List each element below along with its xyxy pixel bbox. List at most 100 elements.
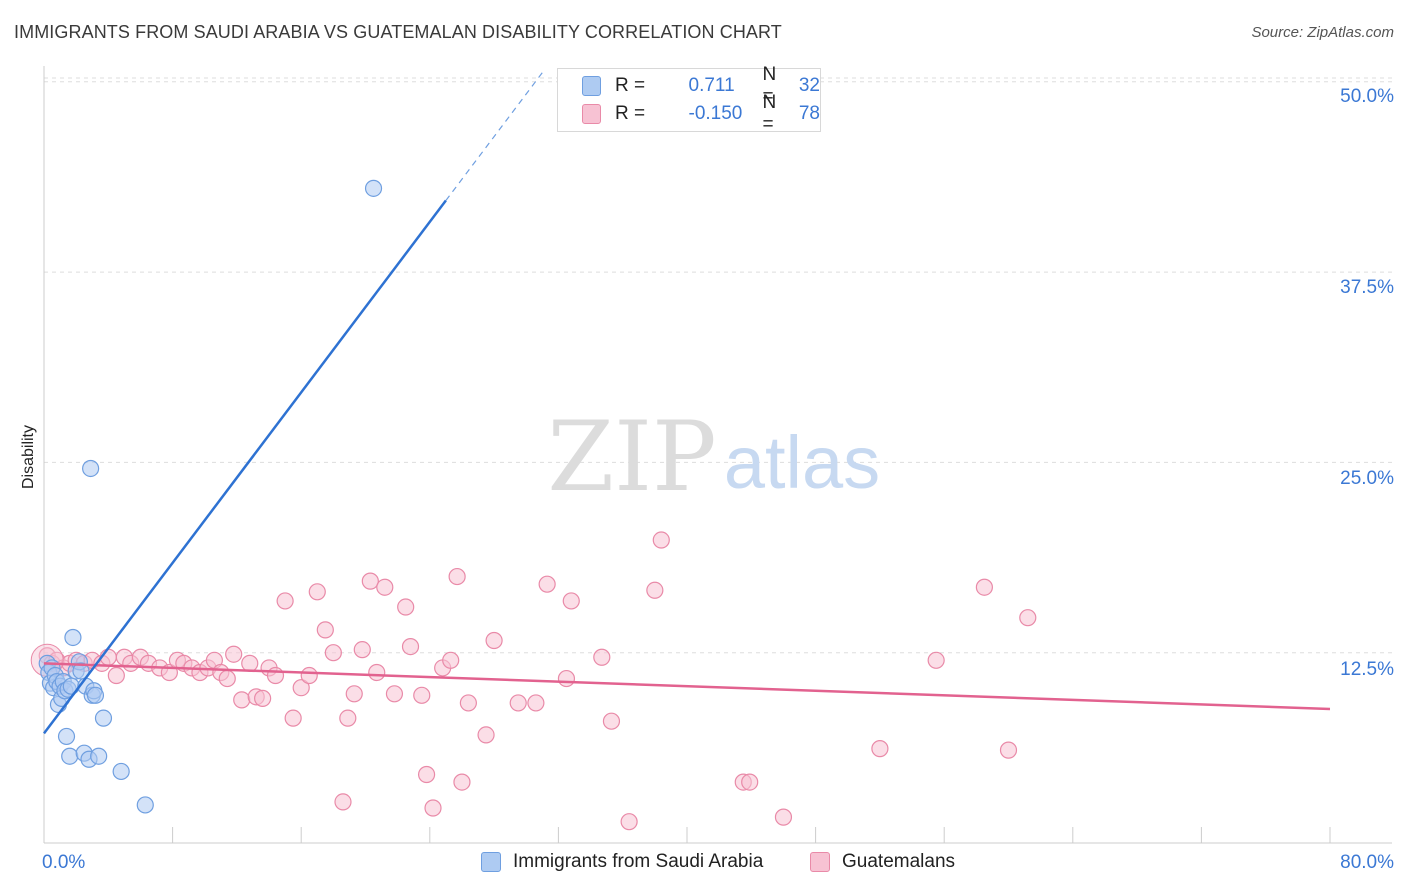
- guatemalans-point: [413, 686, 431, 704]
- saudi-arabia-point: [72, 662, 90, 680]
- guatemalans-point: [401, 638, 420, 656]
- watermark-zip: ZIP: [547, 401, 716, 513]
- legend-r-label: R =: [614, 75, 646, 96]
- guatemalans-point: [871, 740, 889, 758]
- guatemalans-point: [368, 663, 386, 682]
- saudi-arabia-point: [61, 747, 79, 765]
- legend-swatch-pink: [810, 852, 830, 872]
- guatemalans-point: [741, 773, 759, 791]
- legend-n-label: N =: [762, 92, 777, 135]
- legend-item-saudi-arabia[interactable]: Immigrants from Saudi Arabia: [481, 851, 763, 873]
- guatemalans-point: [448, 567, 466, 586]
- guatemalans-point: [527, 694, 545, 712]
- guatemalans-point: [353, 641, 371, 659]
- grid-lines: [44, 77, 1392, 654]
- guatemalans-point: [646, 581, 664, 599]
- x-tick-label-max: 80.0%: [1340, 852, 1394, 873]
- saudi-arabia-trend-extension: [445, 72, 543, 201]
- guatemalans-point: [538, 575, 556, 593]
- guatemalans-point: [292, 679, 310, 697]
- guatemalans-point: [276, 592, 294, 610]
- guatemalans-point: [459, 694, 477, 712]
- saudi-arabia-point: [112, 762, 130, 781]
- guatemalans-trend-line: [43, 662, 1331, 711]
- guatemalans-point: [602, 712, 621, 730]
- guatemalans-point: [308, 583, 326, 601]
- saudi-arabia-point: [364, 179, 383, 197]
- guatemalans-point: [593, 648, 611, 666]
- guatemalans-point: [361, 572, 379, 590]
- saudi-arabia-point: [94, 709, 113, 727]
- chart-title: IMMIGRANTS FROM SAUDI ARABIA VS GUATEMAL…: [14, 22, 782, 42]
- guatemalans-point: [453, 773, 471, 791]
- guatemalans-point: [424, 799, 442, 817]
- legend-r-label: R =: [614, 103, 646, 124]
- guatemalans-point: [999, 741, 1018, 759]
- guatemalans-point: [927, 651, 945, 669]
- saudi-arabia-point: [82, 459, 100, 478]
- legend-r-value: 0.711: [688, 75, 735, 96]
- guatemalans-point: [442, 651, 460, 669]
- legend-label-guatemalans: Guatemalans: [842, 851, 956, 872]
- guatemalans-point: [397, 598, 415, 616]
- guatemalans-point: [324, 644, 342, 662]
- saudi-arabia-points: [38, 179, 383, 814]
- saudi-arabia-point: [90, 747, 108, 765]
- guatemalans-point: [300, 666, 318, 685]
- guatemalans-point: [562, 592, 580, 610]
- guatemalans-point: [266, 666, 285, 685]
- guatemalans-point: [376, 578, 394, 596]
- legend-r-value: -0.150: [688, 103, 743, 124]
- guatemalans-point: [218, 669, 236, 688]
- saudi-arabia-point: [64, 628, 82, 647]
- y-tick-label-12-5: 12.5%: [1340, 659, 1394, 680]
- legend-item-guatemalans[interactable]: Guatemalans: [810, 851, 955, 873]
- guatemalans-point: [485, 631, 503, 650]
- x-tick-label-min: 0.0%: [42, 852, 86, 873]
- axes: [43, 66, 1392, 844]
- guatemalans-point: [233, 691, 251, 709]
- guatemalans-point: [509, 694, 527, 712]
- legend-swatch-blue: [582, 76, 601, 96]
- legend-n-value: 32: [798, 75, 820, 96]
- source-label: Source: ZipAtlas.com: [1251, 24, 1394, 41]
- saudi-arabia-point: [136, 796, 154, 814]
- y-tick-label-25: 25.0%: [1340, 468, 1394, 489]
- guatemalans-point: [385, 685, 404, 703]
- guatemalans-point: [620, 813, 638, 831]
- legend-swatch-blue: [481, 852, 501, 872]
- guatemalans-point: [334, 793, 352, 811]
- guatemalans-point: [975, 578, 993, 596]
- legend-row-saudi-arabia: R = 0.711 N = 32: [582, 64, 820, 107]
- guatemalans-point: [345, 685, 363, 703]
- y-tick-label-50: 50.0%: [1340, 86, 1394, 107]
- guatemalans-point: [339, 709, 357, 727]
- legend-n-value: 78: [798, 103, 820, 124]
- watermark-atlas: atlas: [724, 421, 880, 504]
- guatemalans-point: [477, 726, 495, 744]
- guatemalans-point: [1019, 609, 1037, 627]
- guatemalans-point: [284, 709, 302, 727]
- legend-label-saudi-arabia: Immigrants from Saudi Arabia: [513, 851, 764, 872]
- correlation-legend: R = 0.711 N = 32 R = -0.150 N = 78: [557, 64, 821, 135]
- guatemalans-point: [107, 666, 125, 685]
- legend-swatch-pink: [582, 104, 601, 124]
- guatemalans-point: [316, 621, 334, 639]
- saudi-arabia-trend-line: [43, 199, 447, 735]
- guatemalans-point: [652, 531, 670, 549]
- series-legend: Immigrants from Saudi Arabia Guatemalans: [0, 851, 1406, 877]
- saudi-arabia-point: [86, 686, 105, 704]
- legend-n-label: N =: [762, 64, 777, 107]
- guatemalans-point: [241, 654, 259, 672]
- guatemalans-point: [557, 669, 576, 688]
- trend-lines: [43, 72, 1331, 735]
- saudi-arabia-point: [57, 727, 76, 746]
- guatemalans-point: [774, 808, 793, 826]
- watermark: ZIP atlas: [547, 401, 880, 513]
- guatemalans-point: [254, 689, 272, 707]
- legend-row-guatemalans: R = -0.150 N = 78: [582, 92, 820, 135]
- guatemalans-point: [417, 765, 436, 784]
- guatemalans-point: [225, 645, 243, 663]
- y-tick-label-37-5: 37.5%: [1340, 277, 1394, 298]
